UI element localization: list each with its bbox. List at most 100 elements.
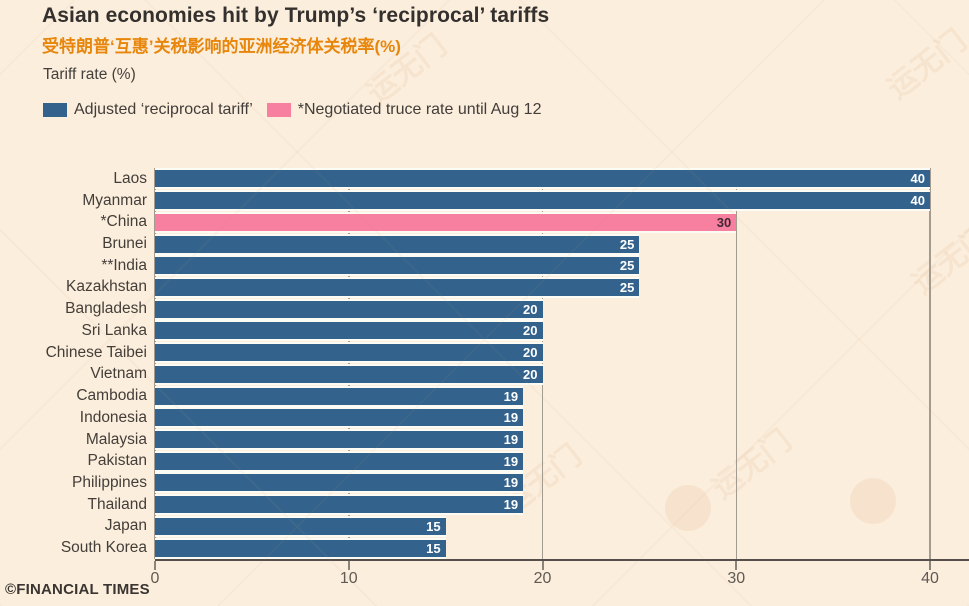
x-tick-label: 20 bbox=[533, 570, 552, 587]
category-label: Bangladesh bbox=[65, 300, 147, 318]
bar-track: 19 bbox=[155, 472, 930, 494]
bar-track: 19 bbox=[155, 429, 930, 451]
bar-row: South Korea 15 bbox=[0, 537, 930, 559]
x-tick bbox=[541, 561, 544, 570]
bar-row: Sri Lanka 20 bbox=[0, 320, 930, 342]
category-label: **India bbox=[101, 256, 147, 274]
category-label: South Korea bbox=[60, 539, 147, 557]
bar: 40 bbox=[155, 168, 930, 190]
bar: 20 bbox=[155, 320, 543, 342]
x-tick-label: 40 bbox=[921, 570, 939, 587]
bar: 40 bbox=[155, 190, 930, 212]
bar-track: 40 bbox=[155, 168, 930, 190]
x-tick bbox=[154, 561, 156, 570]
legend-swatch-tariff bbox=[43, 103, 67, 117]
category-label: *China bbox=[100, 213, 147, 231]
plot-rows: Laos 40 Myanmar 40 *China 30 Brunei 25 **India 25… bbox=[0, 168, 930, 559]
bar-value-label: 40 bbox=[910, 171, 925, 187]
category-label: Cambodia bbox=[76, 387, 147, 405]
bar: 19 bbox=[155, 407, 524, 429]
bar-row: Philippines 19 bbox=[0, 472, 930, 494]
bar: 19 bbox=[155, 429, 524, 451]
bar-value-label: 30 bbox=[716, 214, 732, 230]
bar-track: 15 bbox=[155, 515, 930, 537]
bar: 30 bbox=[155, 211, 737, 233]
category-label: Pakistan bbox=[87, 452, 147, 470]
category-label: Philippines bbox=[72, 473, 147, 491]
bar-track: 25 bbox=[155, 255, 930, 277]
category-label: Myanmar bbox=[82, 191, 147, 209]
bar-value-label: 19 bbox=[503, 475, 519, 491]
legend: Adjusted ‘reciprocal tariff’ *Negotiated … bbox=[43, 101, 541, 119]
legend-label: Adjusted ‘reciprocal tariff’ bbox=[74, 101, 253, 118]
bar: 19 bbox=[155, 472, 524, 494]
chart-subtitle-chinese: 受特朗普‘互惠’关税影响的亚洲经济体关税率(%) bbox=[42, 37, 401, 56]
bar-row: Chinese Taibei 20 bbox=[0, 342, 930, 364]
bar-track: 19 bbox=[155, 385, 930, 407]
bar-row: Indonesia 19 bbox=[0, 407, 930, 429]
bar-value-label: 19 bbox=[503, 453, 519, 469]
bar-track: 20 bbox=[155, 342, 930, 364]
category-label: Kazakhstan bbox=[66, 278, 147, 296]
source-credit: ©FINANCIAL TIMES bbox=[5, 581, 150, 598]
bar-track: 15 bbox=[155, 537, 930, 559]
bar-value-label: 20 bbox=[523, 323, 538, 339]
bar-value-label: 20 bbox=[523, 345, 538, 361]
x-tick bbox=[347, 561, 350, 570]
bar-value-label: 25 bbox=[619, 258, 635, 274]
bar-track: 40 bbox=[155, 190, 930, 212]
bar-row: Malaysia 19 bbox=[0, 429, 930, 451]
bar-value-label: 15 bbox=[426, 518, 441, 534]
bar-track: 20 bbox=[155, 298, 930, 320]
watermark-text: 运无门 bbox=[881, 24, 969, 106]
bar-row: Japan 15 bbox=[0, 515, 930, 538]
bar-track: 20 bbox=[155, 363, 930, 385]
bar-value-label: 25 bbox=[619, 236, 635, 252]
bar: 25 bbox=[155, 276, 640, 298]
category-label: Laos bbox=[113, 169, 147, 187]
bar: 15 bbox=[155, 537, 446, 559]
bar-row: Thailand 19 bbox=[0, 494, 930, 516]
bar-value-label: 19 bbox=[503, 497, 519, 513]
bar: 20 bbox=[155, 342, 543, 364]
bar-chart: Laos 40 Myanmar 40 *China 30 Brunei 25 **India 25… bbox=[0, 168, 969, 587]
grid-line bbox=[154, 168, 156, 559]
chart-title: Asian economies hit by Trump’s ‘reciproc… bbox=[42, 4, 550, 27]
bar-value-label: 19 bbox=[503, 388, 519, 404]
legend-item-truce: *Negotiated truce rate until Aug 12 bbox=[266, 101, 542, 119]
legend-swatch-truce bbox=[266, 103, 291, 117]
bar-row: Cambodia 19 bbox=[0, 385, 930, 407]
legend-label: *Negotiated truce rate until Aug 12 bbox=[297, 101, 542, 118]
bar: 25 bbox=[155, 255, 640, 277]
bar-row: Myanmar 40 bbox=[0, 190, 930, 212]
bar-value-label: 20 bbox=[523, 366, 538, 382]
bar-track: 25 bbox=[155, 233, 930, 255]
bar-row: Bangladesh 20 bbox=[0, 298, 930, 320]
bar-value-label: 19 bbox=[503, 432, 519, 448]
x-tick bbox=[929, 561, 931, 570]
bar-row: **India 25 bbox=[0, 255, 930, 277]
bar-row: Pakistan 19 bbox=[0, 450, 930, 472]
bar-track: 30 bbox=[155, 211, 930, 233]
category-label: Brunei bbox=[102, 235, 147, 253]
grid-line bbox=[929, 168, 931, 559]
bar-value-label: 15 bbox=[426, 540, 441, 556]
category-label: Malaysia bbox=[85, 430, 147, 448]
bar: 15 bbox=[155, 515, 446, 537]
bar: 19 bbox=[155, 450, 524, 472]
x-tick bbox=[735, 561, 738, 570]
bar-track: 19 bbox=[155, 494, 930, 516]
bar-value-label: 25 bbox=[619, 279, 635, 295]
x-tick-label: 30 bbox=[727, 570, 746, 587]
x-tick-label: 10 bbox=[339, 570, 358, 587]
bar-row: Laos 40 bbox=[0, 168, 930, 190]
grid-overlay bbox=[154, 168, 931, 559]
bar-value-label: 19 bbox=[503, 410, 519, 426]
bar-track: 20 bbox=[155, 320, 930, 342]
grid-line bbox=[348, 168, 350, 559]
category-label: Chinese Taibei bbox=[45, 343, 147, 361]
bar: 19 bbox=[155, 494, 524, 516]
grid-line bbox=[541, 168, 544, 559]
bar-row: *China 30 bbox=[0, 211, 930, 233]
